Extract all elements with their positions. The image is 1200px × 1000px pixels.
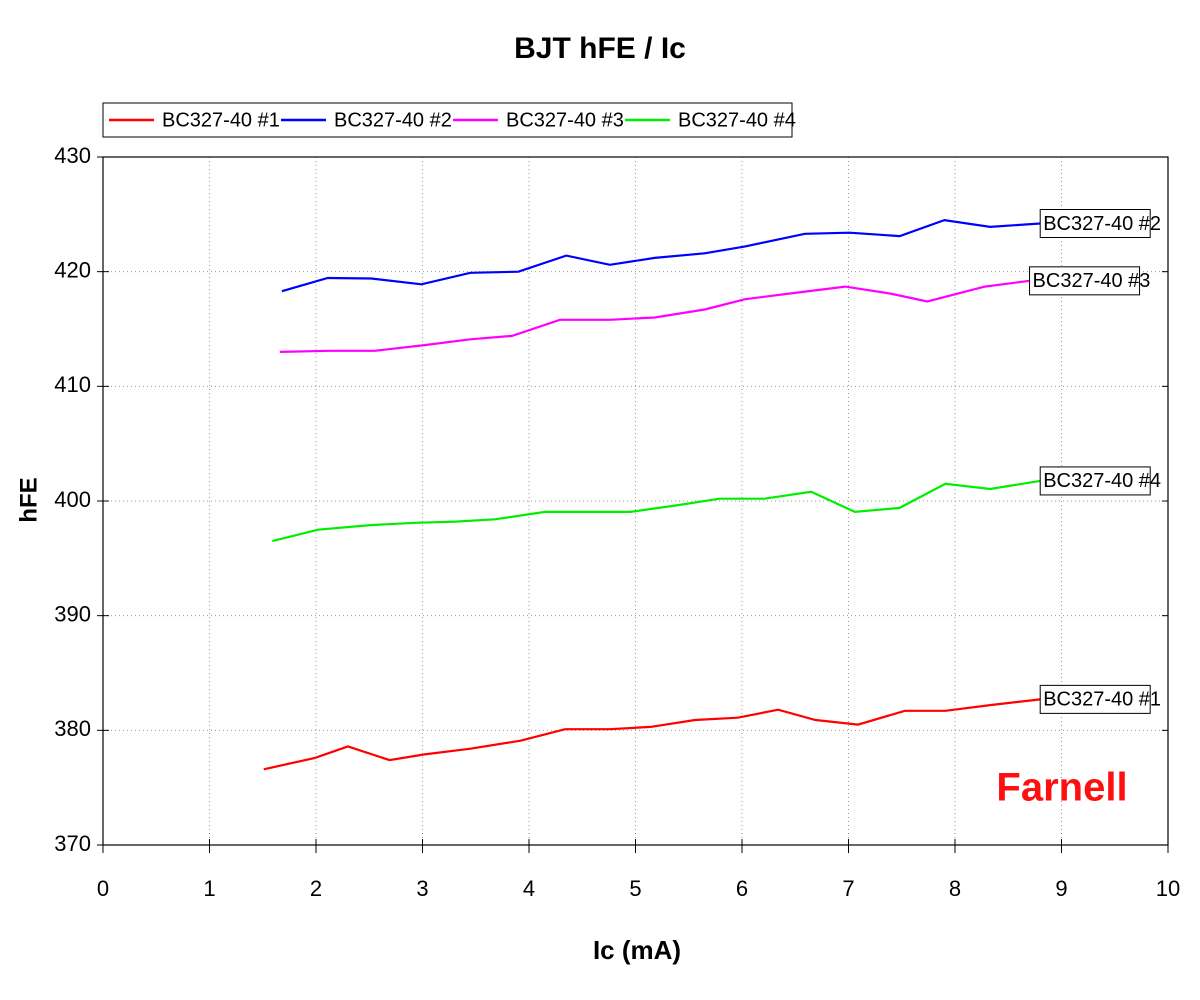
y-tick-label: 400 [54,487,91,512]
x-tick-label: 3 [416,876,428,901]
y-tick-label: 410 [54,372,91,397]
end-label-text: BC327-40 #2 [1043,213,1161,235]
x-tick-label: 4 [523,876,535,901]
x-tick-label: 6 [736,876,748,901]
legend-label: BC327-40 #2 [334,109,452,131]
legend-label: BC327-40 #3 [506,109,624,131]
end-label: BC327-40 #4 [1039,466,1161,496]
chart-title: BJT hFE / Ic [514,32,686,65]
x-tick-label: 9 [1055,876,1067,901]
end-label-box [1029,266,1141,296]
legend: BC327-40 #1 BC327-40 #2 BC327-40 #3 BC327-4… [102,102,796,138]
data-line [279,279,1030,353]
x-tick-label: 5 [629,876,641,901]
end-label-text: BC327-40 #3 [1033,270,1151,292]
end-label-box [1039,209,1151,239]
data-line [263,698,1041,771]
legend-label: BC327-40 #4 [678,109,796,131]
x-tick-label: 8 [949,876,961,901]
plot-frame [102,156,1169,846]
end-label-text: BC327-40 #4 [1043,470,1161,492]
legend-box [102,102,793,138]
x-tick-label: 2 [310,876,322,901]
end-label: BC327-40 #3 [1029,266,1151,296]
end-label-text: BC327-40 #1 [1043,689,1161,711]
x-axis-label: Ic (mA) [593,935,681,965]
x-tick-label: 7 [842,876,854,901]
data-line [272,479,1041,543]
data-line [281,218,1041,293]
y-tick-label: 370 [54,831,91,856]
end-label-box [1039,684,1151,714]
end-label-box [1039,466,1151,496]
legend-label: BC327-40 #1 [162,109,280,131]
end-label: BC327-40 #2 [1039,209,1161,239]
y-tick-label: 380 [54,716,91,741]
end-label: BC327-40 #1 [1039,684,1161,714]
x-tick-label: 0 [97,876,109,901]
y-tick-label: 430 [54,143,91,168]
y-axis-label: hFE [15,477,42,522]
watermark: Farnell [996,766,1127,810]
y-tick-label: 420 [54,257,91,282]
x-tick-label: 1 [203,876,215,901]
x-tick-label: 10 [1156,876,1180,901]
y-tick-label: 390 [54,601,91,626]
